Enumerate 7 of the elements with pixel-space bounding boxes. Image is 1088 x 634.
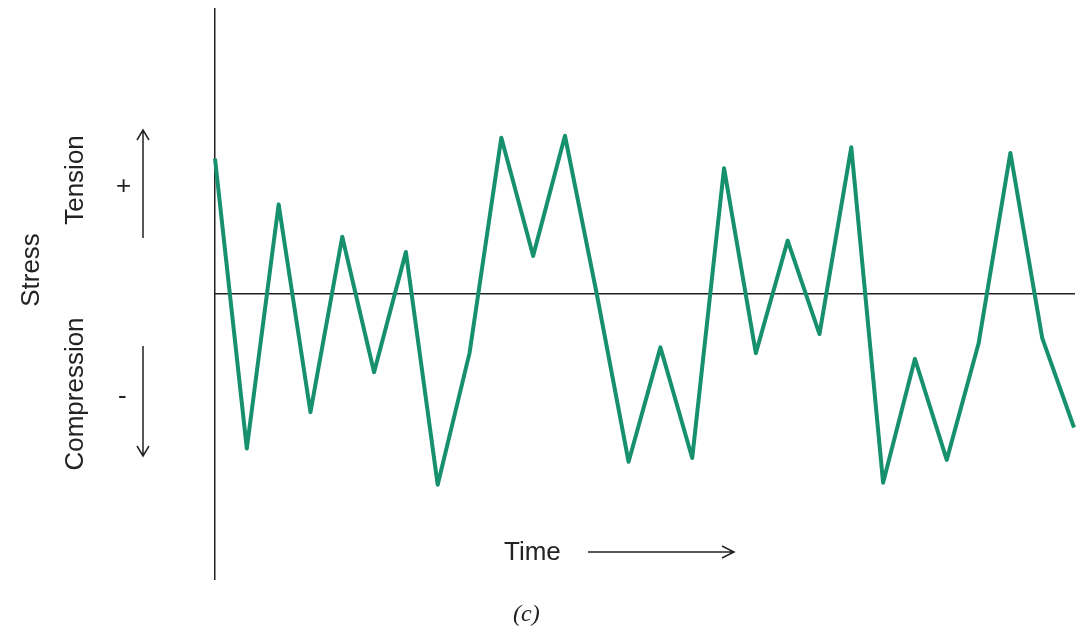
text: Compression <box>58 317 90 471</box>
text: Stress <box>14 233 46 307</box>
text: Tension <box>58 135 90 225</box>
text: (c) <box>513 600 540 627</box>
x-axis-title: Time <box>504 536 561 567</box>
text: + <box>116 170 132 201</box>
text: - <box>118 380 127 411</box>
